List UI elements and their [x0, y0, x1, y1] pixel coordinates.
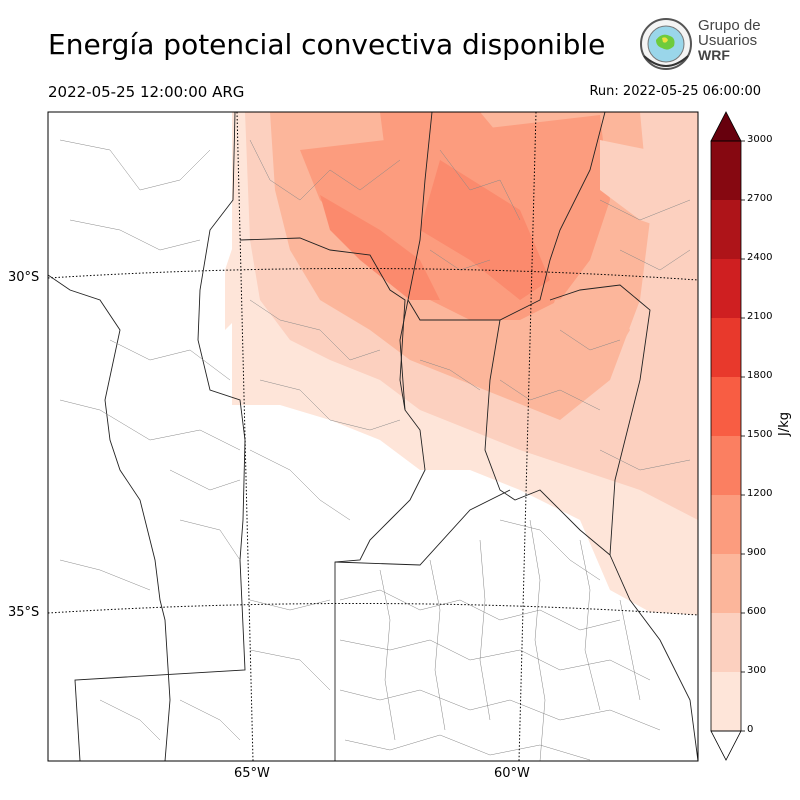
colorbar-tick-label: 1500	[747, 429, 773, 440]
run-time: Run: 2022-05-25 06:00:00	[589, 84, 761, 99]
wrf-logo: Grupo de Usuarios WRF	[638, 16, 764, 76]
colorbar-bin	[711, 672, 741, 731]
colorbar-tick-label: 1800	[747, 370, 773, 381]
colorbar-unit: J/kg	[777, 412, 792, 436]
colorbar-tick-label: 2700	[747, 193, 773, 204]
colorbar	[710, 111, 745, 761]
department-boundaries	[59, 139, 691, 741]
colorbar-bin	[711, 495, 741, 554]
colorbar-tick-label: 900	[747, 547, 767, 558]
valid-time: 2022-05-25 12:00:00 ARG	[48, 83, 245, 101]
lat-label-35s: 35°S	[8, 605, 40, 620]
colorbar-bin	[711, 318, 741, 377]
colorbar-bin	[711, 377, 741, 436]
colorbar-tick-label: 2100	[747, 311, 773, 322]
cape-field	[48, 112, 698, 761]
lon-label-65w: 65°W	[234, 766, 270, 781]
logo-text: Grupo de Usuarios WRF	[698, 17, 761, 63]
lat-label-30s: 30°S	[8, 270, 40, 285]
colorbar-tick-label: 300	[747, 665, 767, 676]
colorbar-bin	[711, 200, 741, 259]
graticule	[48, 112, 698, 761]
colorbar-tick-label: 1200	[747, 488, 773, 499]
colorbar-tick-label: 2400	[747, 252, 773, 263]
map-title: Energía potencial convectiva disponible	[48, 28, 606, 61]
colorbar-bin	[711, 259, 741, 318]
colorbar-tick-label: 3000	[747, 134, 773, 145]
province-boundaries	[48, 112, 698, 761]
colorbar-tick-label: 0	[747, 724, 754, 735]
colorbar-tick-label: 600	[747, 606, 767, 617]
partido-boundaries	[339, 519, 661, 761]
colorbar-bin	[711, 141, 741, 200]
colorbar-bin	[711, 613, 741, 672]
lon-label-60w: 60°W	[494, 766, 530, 781]
colorbar-bin	[711, 436, 741, 495]
colorbar-bin	[711, 554, 741, 613]
globe-icon	[640, 18, 692, 70]
map-frame	[47, 111, 699, 762]
